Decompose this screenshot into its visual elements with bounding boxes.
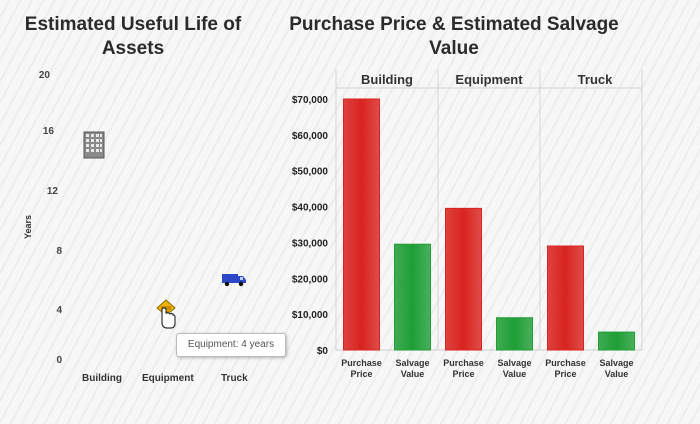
right-chart-title-text: Purchase Price & Estimated Salvage Value <box>289 14 619 59</box>
left-y-tick: 0 <box>56 355 62 366</box>
group-label: Truck <box>578 72 613 87</box>
group-label: Equipment <box>455 72 523 87</box>
left-y-tick: 20 <box>38 70 50 81</box>
y-tick-label: $30,000 <box>292 238 329 249</box>
x-category-label: Value <box>401 369 425 379</box>
x-category-label: Salvage <box>599 358 633 368</box>
bar <box>496 317 533 351</box>
x-category-label: Purchase <box>341 358 382 368</box>
x-category-label: Purchase <box>545 358 586 368</box>
left-y-tick: 16 <box>42 126 54 137</box>
x-category-label: Salvage <box>395 358 429 368</box>
left-x-category: Truck <box>221 373 248 384</box>
left-y-axis-label: Years <box>23 214 34 240</box>
price-salvage-chart: Building Equipment Truck $70,000 $60,000 $50,… <box>260 68 650 398</box>
x-category-label: Value <box>503 369 527 379</box>
truck-icon[interactable] <box>221 271 247 292</box>
left-y-tick: 8 <box>56 246 62 257</box>
bar <box>343 98 380 351</box>
bar <box>598 331 635 351</box>
y-tick-label: $50,000 <box>292 167 329 178</box>
x-category-label: Price <box>350 369 372 379</box>
building-icon[interactable] <box>83 131 105 164</box>
x-category-label: Salvage <box>497 358 531 368</box>
bar <box>394 243 431 351</box>
x-category-label: Price <box>554 369 576 379</box>
y-tick-label: $70,000 <box>292 95 329 106</box>
left-y-tick: 4 <box>56 305 62 316</box>
bar <box>445 207 482 351</box>
y-tick-label: $20,000 <box>292 274 329 285</box>
price-salvage-chart-svg: Building Equipment Truck $70,000 $60,000 $50,… <box>292 70 643 379</box>
left-x-category: Equipment <box>142 373 194 384</box>
left-chart-title: Estimated Useful Life of Assets <box>24 14 242 59</box>
x-category-label: Value <box>605 369 629 379</box>
right-chart-title: Purchase Price & Estimated Salvage Value <box>268 13 640 61</box>
y-tick-label: $60,000 <box>292 131 329 142</box>
group-label: Building <box>361 72 413 87</box>
hand-cursor-icon[interactable] <box>153 298 179 335</box>
y-tick-label: $0 <box>317 346 329 357</box>
y-tick-label: $10,000 <box>292 310 329 321</box>
left-y-tick: 12 <box>46 186 58 197</box>
x-category-label: Purchase <box>443 358 484 368</box>
equipment-tooltip: Equipment: 4 years <box>176 333 286 357</box>
y-tick-label: $40,000 <box>292 203 329 214</box>
x-category-label: Price <box>452 369 474 379</box>
left-x-category: Building <box>82 373 122 384</box>
bar <box>547 245 584 351</box>
